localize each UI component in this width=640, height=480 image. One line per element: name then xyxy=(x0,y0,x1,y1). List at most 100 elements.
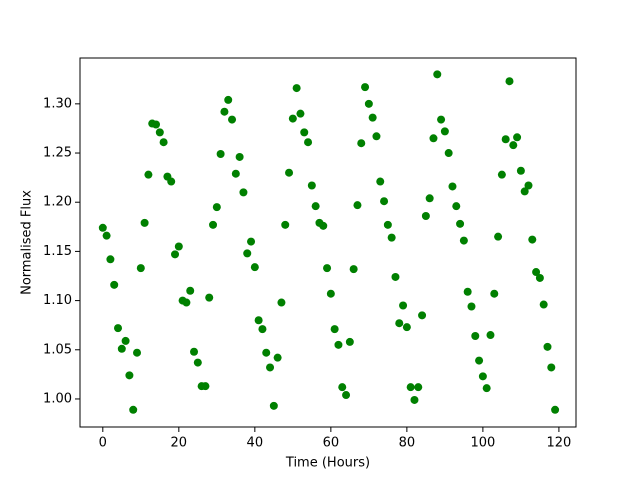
x-tick-label: 80 xyxy=(399,436,416,451)
point xyxy=(174,242,183,251)
point xyxy=(273,353,282,362)
point xyxy=(551,405,560,414)
point xyxy=(467,302,476,311)
point xyxy=(326,289,335,298)
point xyxy=(414,383,423,392)
point xyxy=(121,336,130,345)
point xyxy=(285,168,294,177)
point xyxy=(357,139,366,148)
point xyxy=(319,221,328,230)
point xyxy=(429,134,438,143)
point xyxy=(254,316,263,325)
point xyxy=(471,332,480,341)
point xyxy=(110,280,119,289)
point xyxy=(383,220,392,229)
point xyxy=(102,231,111,240)
point xyxy=(239,188,248,197)
point xyxy=(399,301,408,310)
point xyxy=(433,70,442,79)
point xyxy=(228,115,237,124)
point xyxy=(345,337,354,346)
point xyxy=(494,232,503,241)
point xyxy=(144,170,153,179)
point xyxy=(387,233,396,242)
point xyxy=(224,95,233,104)
point xyxy=(300,128,309,137)
point xyxy=(478,372,487,381)
point xyxy=(372,132,381,141)
point xyxy=(205,293,214,302)
point xyxy=(250,263,259,272)
point xyxy=(212,203,221,212)
point xyxy=(459,236,468,245)
point xyxy=(216,150,225,159)
point xyxy=(114,324,123,333)
point xyxy=(269,401,278,410)
point xyxy=(475,356,484,365)
point xyxy=(395,319,404,328)
point xyxy=(277,298,286,307)
y-tick-label: 1.30 xyxy=(43,96,72,111)
x-axis-label: Time (Hours) xyxy=(285,456,370,471)
point xyxy=(281,220,290,229)
point xyxy=(349,265,358,274)
point xyxy=(353,201,362,210)
point xyxy=(125,371,134,380)
point xyxy=(524,181,533,190)
point xyxy=(520,187,529,196)
point xyxy=(391,272,400,281)
point xyxy=(421,211,430,220)
point xyxy=(532,268,541,277)
point xyxy=(323,264,332,273)
point xyxy=(243,249,252,258)
point xyxy=(330,325,339,334)
point xyxy=(516,166,525,175)
point xyxy=(535,273,544,282)
point xyxy=(342,391,351,400)
point xyxy=(262,348,271,357)
point xyxy=(452,202,461,211)
point xyxy=(201,382,210,391)
point xyxy=(152,120,161,129)
point xyxy=(410,395,419,404)
point xyxy=(368,113,377,122)
y-axis-label: Normalised Flux xyxy=(20,190,35,295)
point xyxy=(106,255,115,264)
point xyxy=(406,383,415,392)
point xyxy=(231,169,240,178)
point xyxy=(209,220,218,229)
point xyxy=(220,107,229,116)
point xyxy=(440,127,449,136)
y-tick-label: 1.20 xyxy=(43,195,72,210)
point xyxy=(482,384,491,393)
x-tick-label: 100 xyxy=(470,436,495,451)
y-tick-label: 1.05 xyxy=(43,342,72,357)
point xyxy=(140,218,149,227)
y-tick-label: 1.25 xyxy=(43,146,72,161)
point xyxy=(247,237,256,246)
point xyxy=(133,348,142,357)
point xyxy=(190,347,199,356)
x-tick-label: 20 xyxy=(171,436,188,451)
y-tick-label: 1.00 xyxy=(43,391,72,406)
point xyxy=(539,300,548,309)
point xyxy=(402,323,411,332)
point xyxy=(136,264,145,273)
point xyxy=(463,287,472,296)
point xyxy=(155,128,164,137)
point xyxy=(304,138,313,147)
point xyxy=(98,223,107,232)
point xyxy=(486,331,495,340)
point xyxy=(288,114,297,123)
x-tick-label: 40 xyxy=(247,436,264,451)
y-tick-label: 1.15 xyxy=(43,244,72,259)
point xyxy=(186,286,195,295)
point xyxy=(171,250,180,259)
point xyxy=(311,202,320,211)
point xyxy=(376,177,385,186)
point xyxy=(334,340,343,349)
point xyxy=(307,181,316,190)
y-tick-label: 1.10 xyxy=(43,293,72,308)
point xyxy=(490,289,499,298)
